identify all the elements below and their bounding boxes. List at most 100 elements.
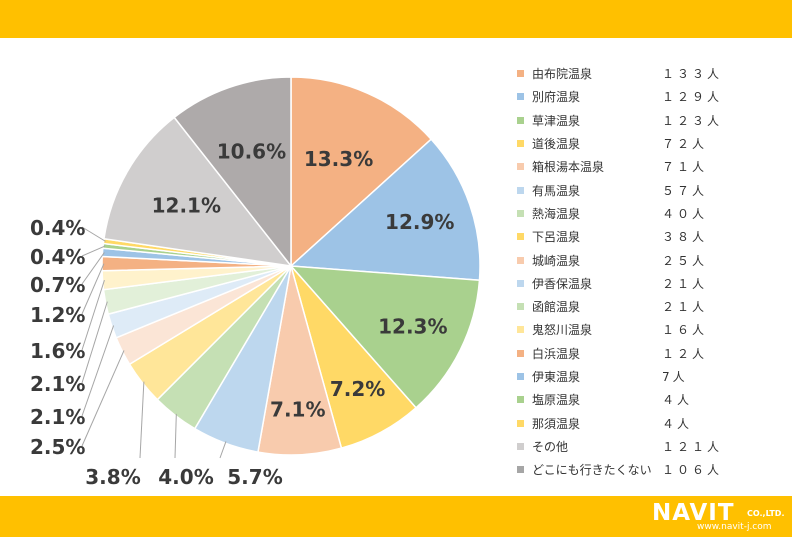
legend-swatch (517, 163, 524, 171)
legend-item: 由布院温泉 １３３人 (517, 62, 777, 85)
legend-count: １０６人 (662, 463, 723, 478)
pie-slice (103, 116, 293, 268)
legend-swatch (517, 326, 524, 334)
leader-line (81, 325, 115, 417)
leader-line (81, 350, 125, 447)
chart-legend: 由布院温泉 １３３人別府温泉 １２９人草津温泉 １２３人道後温泉 ７２人箱根湯本温泉 ７１… (517, 62, 777, 481)
legend-count: ４人 (662, 416, 693, 431)
legend-swatch (517, 70, 524, 78)
legend-item: その他 １２１人 (517, 435, 777, 458)
leader-line (81, 263, 105, 315)
legend-count: １３３人 (662, 67, 723, 82)
logo-url: www.navit-j.com (697, 522, 772, 532)
legend-count: １２１人 (662, 439, 723, 454)
pie-percent-label: 7.1% (270, 397, 325, 421)
legend-item: 鬼怒川温泉 １６人 (517, 318, 777, 341)
company-logo: NAVIT CO.,LTD. www.navit-j.com (652, 500, 787, 534)
legend-swatch (517, 209, 524, 217)
pie-percent-label: 0.4% (30, 245, 85, 269)
legend-item: 那須温泉 ４人 (517, 411, 777, 434)
legend-count: ５７人 (662, 183, 708, 198)
pie-slice (289, 265, 481, 409)
legend-count: １２９人 (662, 90, 723, 105)
leader-line (174, 413, 177, 459)
legend-label: 道後温泉 (532, 137, 581, 152)
legend-count: １２３人 (662, 113, 723, 128)
legend-item: どこにも行きたくない １０６人 (517, 458, 777, 481)
pie-percent-label: 13.3% (304, 147, 373, 171)
legend-label: 熱海温泉 (532, 206, 581, 221)
legend-swatch (517, 279, 524, 287)
legend-count: ３８人 (662, 230, 708, 245)
legend-swatch (517, 303, 524, 311)
logo-suffix: CO.,LTD. (747, 509, 785, 518)
leader-line (81, 226, 106, 242)
legend-label: 有馬温泉 (532, 183, 581, 198)
leader-line (139, 381, 145, 459)
pie-percent-label: 10.6% (217, 140, 286, 164)
legend-item: 有馬温泉 ５７人 (517, 178, 777, 201)
legend-item: 伊東温泉 7人 (517, 365, 777, 388)
legend-label: 伊東温泉 (532, 370, 581, 384)
legend-swatch (517, 93, 524, 101)
legend-count: ７１人 (662, 160, 708, 175)
legend-swatch (517, 140, 524, 148)
legend-swatch (517, 373, 524, 380)
legend-label: 草津温泉 (532, 113, 581, 128)
legend-label: 塩原温泉 (532, 393, 581, 408)
pie-percent-label: 12.1% (152, 193, 221, 217)
pie-slice (289, 138, 481, 282)
legend-label: 鬼怒川温泉 (532, 323, 593, 338)
legend-item: 白浜温泉 １２人 (517, 342, 777, 365)
legend-item: 草津温泉 １２３人 (517, 109, 777, 132)
legend-label: 白浜温泉 (532, 346, 581, 361)
legend-label: 別府温泉 (532, 90, 581, 105)
legend-swatch (517, 419, 524, 427)
pie-percent-label: 2.5% (30, 435, 85, 459)
legend-item: 道後温泉 ７２人 (517, 132, 777, 155)
legend-count: ２１人 (662, 300, 708, 315)
legend-count: ４人 (662, 393, 693, 408)
legend-label: 伊香保温泉 (532, 276, 593, 291)
leader-line (81, 279, 105, 351)
logo-wordmark: NAVIT (652, 500, 735, 526)
legend-item: 箱根湯本温泉 ７１人 (517, 155, 777, 178)
pie-percent-label: 2.1% (30, 405, 85, 429)
leader-line (81, 245, 106, 257)
legend-item: 別府温泉 １２９人 (517, 85, 777, 108)
legend-item: 熱海温泉 ４０人 (517, 202, 777, 225)
pie-chart: 13.3% 12.9% 12.3% 7.2%7.1% 12.1% 10.6% 5.7% 4.0… (30, 76, 481, 489)
legend-label: 城崎温泉 (532, 253, 581, 268)
pie-percent-label: 12.9% (385, 210, 454, 234)
legend-label: その他 (532, 439, 569, 454)
legend-item: 函館温泉 ２１人 (517, 295, 777, 318)
legend-item: 下呂温泉 ３８人 (517, 225, 777, 248)
leader-line (219, 441, 227, 459)
legend-count: １２人 (662, 346, 708, 361)
pie-percent-label: 7.2% (330, 377, 385, 401)
pie-percent-label: 5.7% (227, 465, 282, 489)
pie-slice (173, 76, 292, 269)
legend-swatch (517, 116, 524, 124)
legend-swatch (517, 186, 524, 194)
legend-swatch (517, 442, 524, 450)
legend-item: 伊香保温泉 ２１人 (517, 272, 777, 295)
legend-label: 箱根湯本温泉 (532, 160, 605, 175)
pie-percent-label: 4.0% (158, 465, 213, 489)
legend-item: 城崎温泉 ２５人 (517, 248, 777, 271)
pie-percent-label: 2.1% (30, 372, 85, 396)
legend-count: ４０人 (662, 206, 708, 221)
legend-label: 由布院温泉 (532, 67, 593, 82)
pie-percent-label: 0.4% (30, 216, 85, 240)
legend-count: ２１人 (662, 276, 708, 291)
bottom-banner (0, 496, 792, 537)
legend-label: 那須温泉 (532, 416, 581, 431)
pie-percent-label: 0.7% (30, 273, 85, 297)
legend-swatch (517, 233, 524, 241)
legend-count: 7人 (662, 370, 688, 384)
leader-line (81, 252, 105, 285)
pie-percent-label: 1.6% (30, 339, 85, 363)
legend-label: 下呂温泉 (532, 230, 581, 245)
legend-swatch (517, 349, 524, 357)
legend-label: どこにも行きたくない (532, 463, 652, 478)
